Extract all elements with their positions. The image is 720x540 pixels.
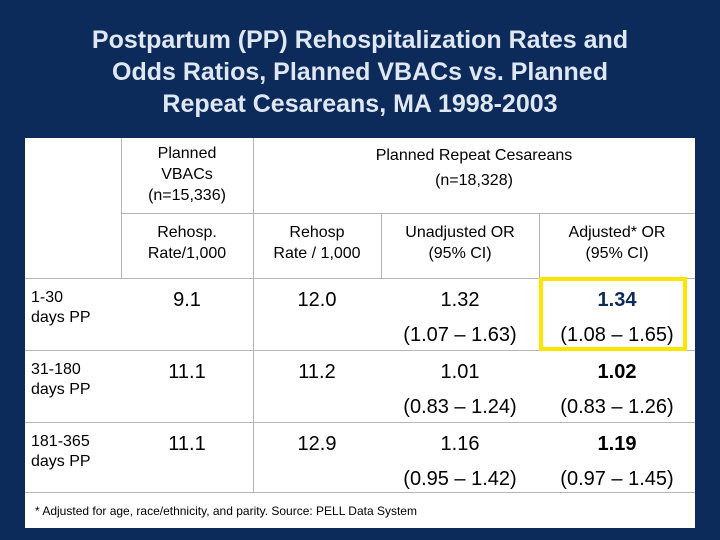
grid-line	[381, 213, 382, 278]
adjusted-or-value: 1.19	[597, 433, 637, 455]
header-line: Rate/1,000	[147, 245, 227, 262]
grid-line	[25, 492, 695, 493]
cesarean-rate-value: 11.2	[298, 361, 336, 383]
row-label-line: 1-30	[31, 289, 64, 306]
slide-title: Postpartum (PP) Rehospitalization Rates …	[0, 24, 720, 120]
row-label-line: 31-180	[31, 361, 81, 378]
unadjusted-ci-value: (1.07 – 1.63)	[403, 324, 517, 346]
grid-line	[25, 350, 695, 351]
row-label-line: days PP	[31, 453, 91, 470]
header-line: (n=15,336)	[148, 187, 226, 204]
row-label-181-365-days: 181-365 days PP	[31, 432, 91, 472]
vbac-rate-value: 11.1	[168, 433, 206, 455]
cesarean-rate-value: 12.0	[297, 289, 337, 311]
adjusted-or-value: 1.02	[597, 361, 637, 383]
grid-line	[121, 138, 122, 278]
row-label-line: 181-365	[31, 433, 90, 450]
header-planned-repeat-cesareans: Planned Repeat Cesareans (n=18,328)	[253, 143, 695, 193]
header-line: (95% CI)	[428, 245, 492, 262]
results-table: Planned VBACs (n=15,336) Planned Repeat …	[25, 138, 695, 528]
cesarean-rate-value: 12.9	[297, 433, 337, 455]
header-vbac-rate: Rehosp. Rate/1,000	[121, 222, 253, 264]
title-line-2: Odds Ratios, Planned VBACs vs. Planned	[112, 58, 608, 86]
header-line: Rate / 1,000	[273, 245, 361, 262]
grid-line	[25, 422, 695, 423]
adjusted-ci-value: (0.83 – 1.26)	[560, 396, 674, 418]
header-adjusted-or: Adjusted* OR (95% CI)	[539, 222, 695, 264]
unadjusted-or-value: 1.32	[440, 289, 480, 311]
header-cesarean-rate: Rehosp Rate / 1,000	[253, 222, 381, 264]
adjusted-or-value: 1.34	[597, 289, 637, 311]
adjusted-ci-value: (0.97 – 1.45)	[560, 468, 674, 490]
footnote: * Adjusted for age, race/ethnicity, and …	[35, 504, 417, 518]
grid-line	[25, 278, 695, 279]
header-unadjusted-or: Unadjusted OR (95% CI)	[381, 222, 539, 264]
unadjusted-or-value: 1.16	[440, 433, 480, 455]
vbac-rate-value: 9.1	[173, 289, 201, 311]
unadjusted-ci-value: (0.95 – 1.42)	[403, 468, 517, 490]
highlight-box	[539, 277, 687, 351]
header-line: Planned Repeat Cesareans	[375, 147, 573, 164]
row-label-31-180-days: 31-180 days PP	[31, 360, 91, 400]
header-line: (95% CI)	[585, 245, 649, 262]
header-planned-vbacs: Planned VBACs (n=15,336)	[121, 143, 253, 206]
vbac-rate-value: 11.1	[168, 361, 206, 383]
header-line: Rehosp	[289, 224, 345, 241]
header-line: Planned	[157, 145, 217, 162]
header-line: VBACs	[161, 166, 213, 183]
unadjusted-ci-value: (0.83 – 1.24)	[403, 396, 517, 418]
title-line-3: Repeat Cesareans, MA 1998-2003	[162, 90, 558, 118]
grid-line	[253, 138, 254, 492]
header-line: (n=18,328)	[435, 172, 513, 189]
grid-line	[121, 213, 695, 214]
row-label-1-30-days: 1-30 days PP	[31, 288, 91, 328]
header-line: Adjusted* OR	[568, 224, 666, 241]
header-line: Rehosp.	[157, 224, 217, 241]
unadjusted-or-value: 1.01	[440, 361, 480, 383]
grid-line	[539, 213, 540, 278]
adjusted-ci-value: (1.08 – 1.65)	[560, 324, 674, 346]
title-line-1: Postpartum (PP) Rehospitalization Rates …	[91, 26, 629, 54]
row-label-line: days PP	[31, 309, 91, 326]
row-label-line: days PP	[31, 381, 91, 398]
header-line: Unadjusted OR	[405, 224, 515, 241]
